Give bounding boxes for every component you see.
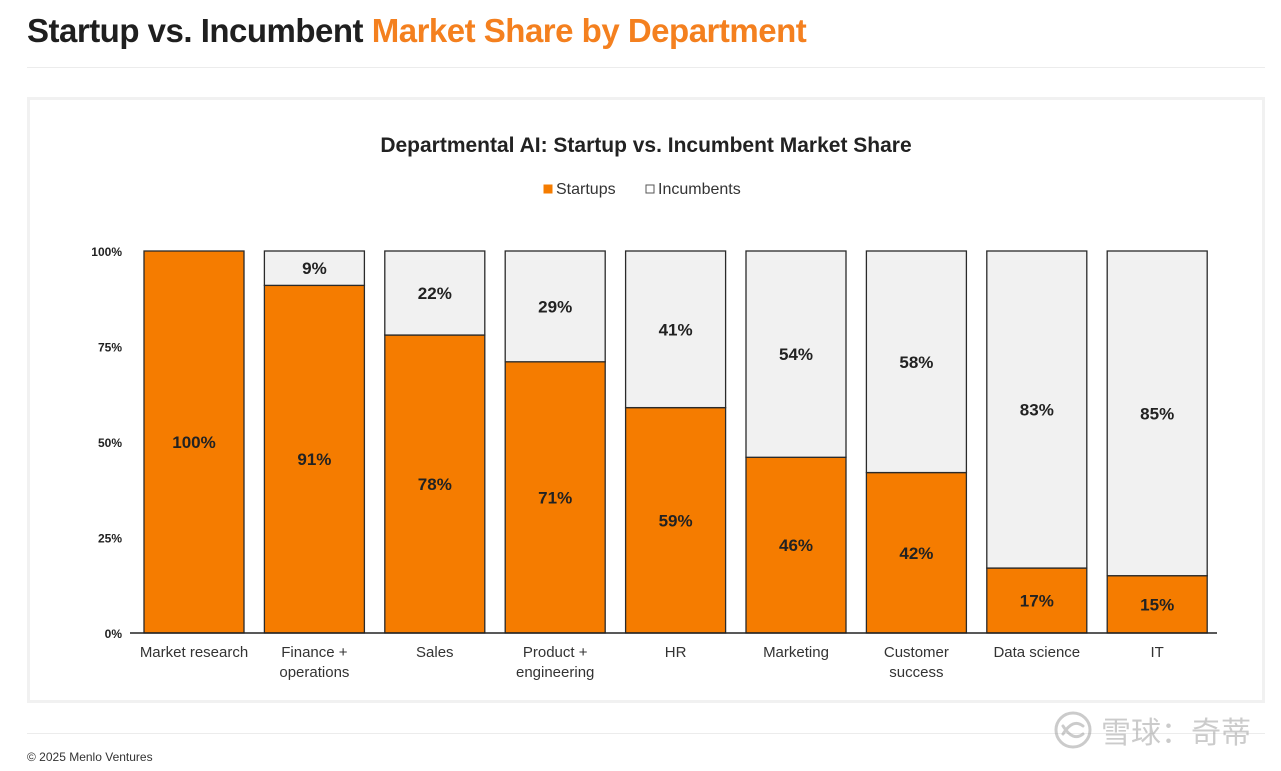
x-tick-label-line: Finance + xyxy=(281,644,348,661)
x-tick-label-line: Data science xyxy=(993,644,1080,661)
data-label-startups-it: 15% xyxy=(1140,595,1174,614)
bar-startups-product-engineering xyxy=(504,361,606,634)
chart-title: Departmental AI: Startup vs. Incumbent M… xyxy=(380,134,911,157)
data-label-incumbents-sales: 22% xyxy=(418,284,452,303)
header-divider xyxy=(27,67,1265,68)
x-tick-label-product-engineering: Product + engineering xyxy=(516,644,594,681)
bar-startups-it xyxy=(1106,575,1208,634)
bar-startups-finance-operations xyxy=(263,284,366,634)
data-label-incumbents-it: 85% xyxy=(1140,404,1174,423)
x-tick-label-line: engineering xyxy=(516,664,594,681)
y-tick-label: 0% xyxy=(105,627,123,641)
watermark: 雪球：奇蒂 xyxy=(1053,708,1251,752)
data-label-startups-data-science: 17% xyxy=(1020,592,1054,611)
legend-label-incumbents: Incumbents xyxy=(658,181,741,198)
page-title: Startup vs. Incumbent Market Share by De… xyxy=(27,12,807,50)
data-label-startups-marketing: 46% xyxy=(779,536,813,555)
x-tick-label-it: IT xyxy=(1151,644,1164,661)
data-label-incumbents-customer-success: 58% xyxy=(899,353,933,372)
bar-incumbents-data-science xyxy=(986,250,1088,569)
y-tick-label: 100% xyxy=(91,245,122,259)
x-tick-label-finance-operations: Finance + operations xyxy=(279,644,349,681)
data-label-incumbents-product-engineering: 29% xyxy=(538,297,572,316)
x-tick-label-line: Product + xyxy=(523,644,588,661)
x-tick-label-market-research: Market research xyxy=(140,644,248,661)
data-label-startups-market-research: 100% xyxy=(172,433,215,452)
x-tick-label-sales: Sales xyxy=(416,644,454,661)
y-tick-label: 50% xyxy=(98,436,122,450)
data-label-startups-sales: 78% xyxy=(418,475,452,494)
chart-card: Departmental AI: Startup vs. Incumbent M… xyxy=(27,97,1265,703)
bar-incumbents-it xyxy=(1106,250,1208,577)
watermark-text: 雪球：奇蒂 xyxy=(1101,716,1251,751)
x-tick-label-line: HR xyxy=(665,644,687,661)
data-label-startups-customer-success: 42% xyxy=(899,544,933,563)
legend-label-startups: Startups xyxy=(556,181,616,198)
x-tick-label-line: operations xyxy=(279,664,349,681)
x-tick-label-line: success xyxy=(889,664,943,681)
bar-incumbents-customer-success xyxy=(865,250,968,474)
copyright-text: © 2025 Menlo Ventures xyxy=(27,750,153,764)
bar-startups-marketing xyxy=(745,456,847,634)
page-title-accent: Market Share by Department xyxy=(371,12,807,49)
y-tick-label: 75% xyxy=(98,341,122,355)
data-label-incumbents-hr: 41% xyxy=(659,320,693,339)
x-tick-label-line: Customer xyxy=(884,644,949,661)
bar-incumbents-product-engineering xyxy=(504,250,606,363)
data-label-incumbents-finance-operations: 9% xyxy=(302,259,327,278)
x-tick-label-line: Marketing xyxy=(763,644,829,661)
bar-incumbents-sales xyxy=(384,250,486,336)
x-tick-label-line: Market research xyxy=(140,644,248,661)
legend-swatch-incumbents xyxy=(645,184,655,194)
x-tick-label-line: IT xyxy=(1151,644,1164,661)
data-label-incumbents-marketing: 54% xyxy=(779,345,813,364)
y-tick-label: 25% xyxy=(98,532,122,546)
data-label-startups-finance-operations: 91% xyxy=(297,450,331,469)
x-tick-label-hr: HR xyxy=(665,644,687,661)
page-title-main: Startup vs. Incumbent xyxy=(27,12,364,49)
x-tick-label-customer-success: Customer success xyxy=(884,644,949,681)
watermark-logo-icon xyxy=(1054,711,1092,749)
bar-startups-customer-success xyxy=(865,471,968,634)
x-tick-label-marketing: Marketing xyxy=(763,644,829,661)
x-tick-label-line: Sales xyxy=(416,644,454,661)
bar-startups-market-research xyxy=(143,250,245,634)
data-label-incumbents-data-science: 83% xyxy=(1020,401,1054,420)
bar-incumbents-hr xyxy=(624,250,727,409)
stacked-bar-chart: Departmental AI: Startup vs. Incumbent M… xyxy=(91,134,1217,681)
data-label-startups-hr: 59% xyxy=(659,511,693,530)
legend-swatch-startups xyxy=(543,184,553,194)
bar-incumbents-marketing xyxy=(745,250,847,458)
data-label-startups-product-engineering: 71% xyxy=(538,488,572,507)
bar-startups-sales xyxy=(384,334,486,634)
footer-divider xyxy=(27,733,1265,734)
bar-startups-hr xyxy=(624,406,727,634)
x-tick-label-data-science: Data science xyxy=(993,644,1080,661)
bar-incumbents-finance-operations xyxy=(263,250,366,287)
